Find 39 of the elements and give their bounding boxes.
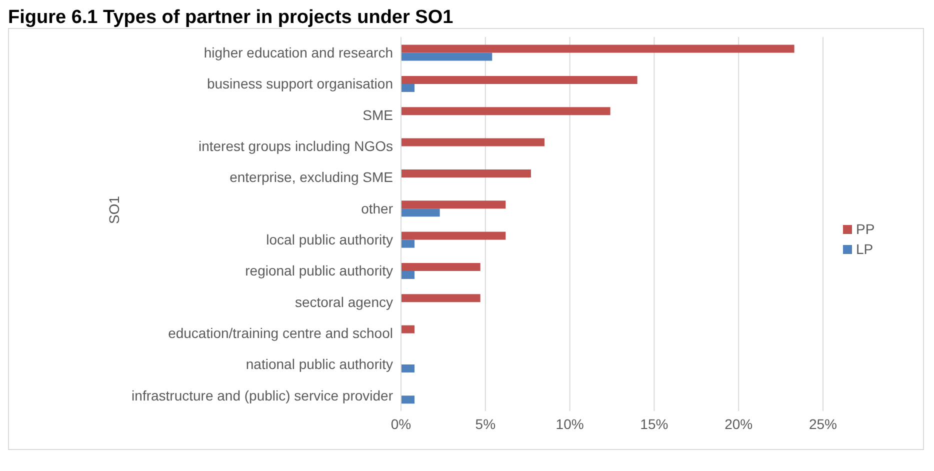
y-tick-label: education/training centre and school: [168, 325, 393, 342]
x-tick-label: 25%: [808, 416, 838, 432]
x-tick-label: 15%: [640, 416, 668, 432]
x-tick-label: 5%: [475, 416, 496, 432]
legend-label: PP: [856, 221, 875, 237]
y-tick-label: other: [361, 200, 394, 216]
x-tick-label: 0%: [390, 416, 412, 432]
bar: [401, 107, 610, 116]
y-tick-label: regional public authority: [245, 262, 393, 279]
legend-label: LP: [856, 241, 874, 257]
bar: [401, 200, 506, 209]
bar: [401, 84, 415, 92]
bar: [401, 138, 544, 146]
x-tick-label: 10%: [556, 416, 584, 432]
x-tick-label: 20%: [724, 416, 753, 432]
bar: [401, 232, 506, 240]
text: Figure 6.1 Types of partner in projects under SO1: [8, 7, 454, 28]
y-tick-label: sectoral agency: [294, 294, 393, 310]
y-axis-title: SO1: [106, 196, 122, 224]
y-tick-label: business support organisation: [206, 76, 393, 92]
bar: [401, 396, 415, 404]
y-tick-label: interest groups including NGOs: [198, 138, 393, 154]
bar: [401, 262, 480, 271]
bar: [401, 294, 480, 302]
y-tick-label: infrastructure and (public) service provider: [132, 387, 394, 404]
y-tick-label: SME: [362, 106, 393, 123]
bar: [401, 325, 415, 334]
y-tick-label: higher education and research: [204, 44, 393, 61]
bar: [401, 52, 492, 61]
bar: [401, 270, 415, 279]
y-tick-label: national public authority: [246, 356, 393, 372]
bar: [401, 76, 638, 84]
y-tick-label: local public authority: [266, 232, 393, 248]
bar: [401, 44, 794, 53]
y-tick-label: enterprise, excluding SME: [230, 169, 393, 186]
bar: [401, 169, 531, 178]
bar: [401, 208, 440, 217]
bar: [401, 240, 415, 248]
bar: [401, 364, 415, 372]
